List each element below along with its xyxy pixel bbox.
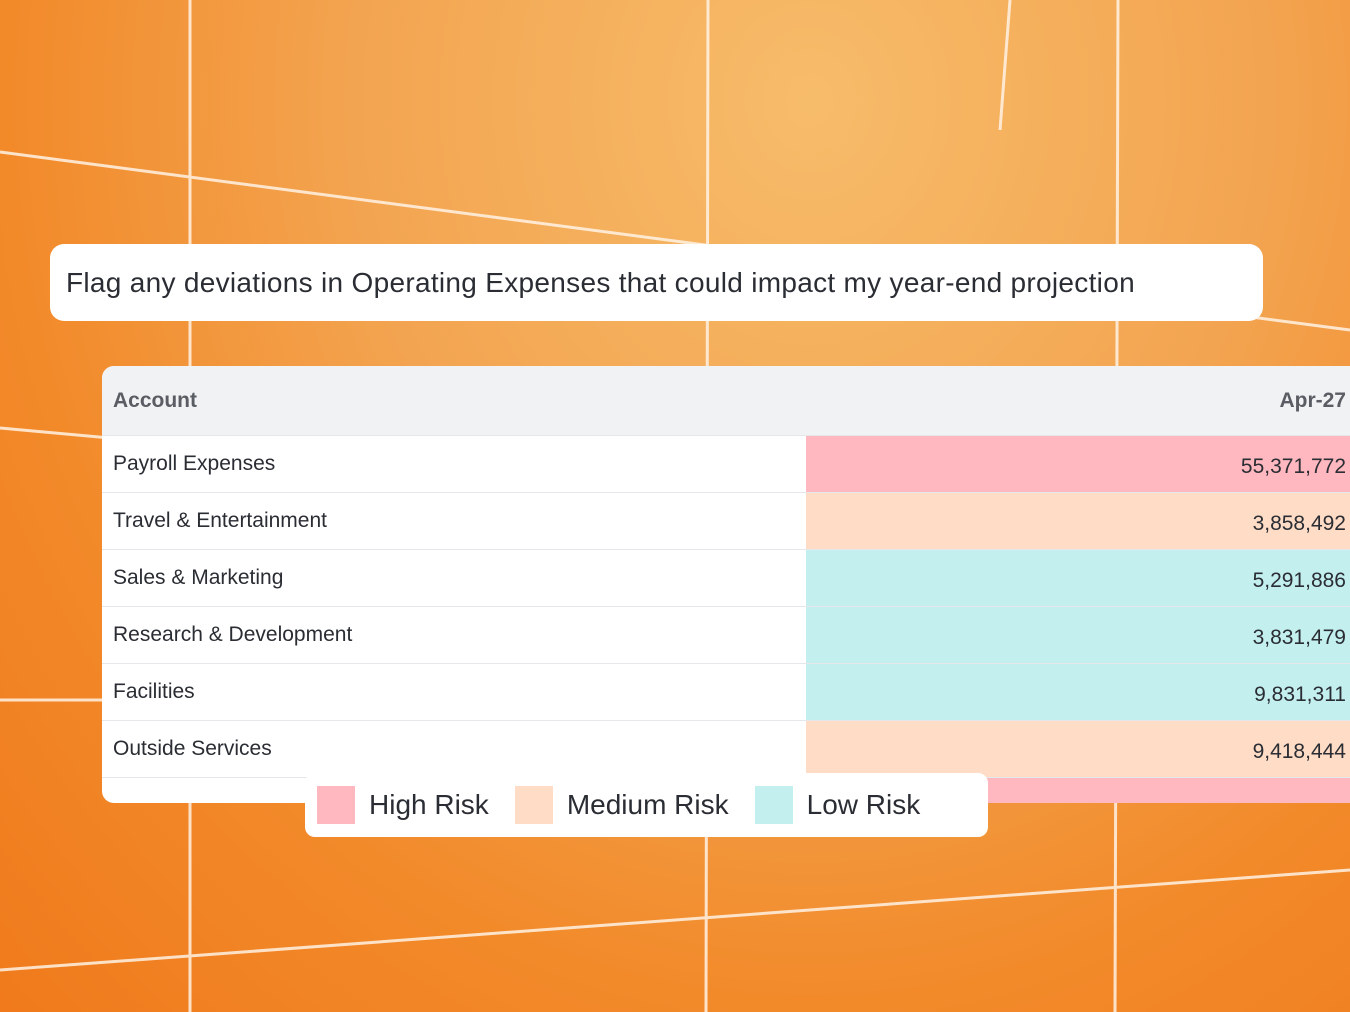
account-name: Research & Development xyxy=(113,623,353,646)
legend-swatch xyxy=(514,786,553,824)
prompt-text: Flag any deviations in Operating Expense… xyxy=(66,266,1135,298)
legend-label: High Risk xyxy=(369,789,489,820)
risk-cell: 9,418,444 xyxy=(806,721,1350,777)
legend-label: Medium Risk xyxy=(566,789,729,820)
risk-cell: 5,291,886 xyxy=(806,550,1350,606)
legend-label: Low Risk xyxy=(806,789,921,820)
legend: High Risk Medium Risk Low Risk xyxy=(305,773,988,837)
amount: 55,371,772 xyxy=(1240,455,1346,478)
amount: 9,418,444 xyxy=(1252,740,1346,763)
risk-cell: 3,858,492 xyxy=(806,493,1350,549)
account-name: Travel & Entertainment xyxy=(113,509,327,532)
legend-swatch xyxy=(317,786,355,824)
table-row: 3,831,479 Research & Development xyxy=(102,607,1350,664)
table-row: 3,858,492 Travel & Entertainment xyxy=(102,493,1350,550)
prompt-box: Flag any deviations in Operating Expense… xyxy=(50,244,1263,321)
legend-item: High Risk xyxy=(317,786,489,824)
table-header: Account Apr-27 xyxy=(102,366,1350,436)
amount: 9,831,311 xyxy=(1254,683,1346,706)
amount: 3,831,479 xyxy=(1252,626,1346,649)
column-header: Apr-27 xyxy=(1279,388,1346,412)
amount: 3,858,492 xyxy=(1252,512,1346,535)
table-row: 9,831,311 Facilities xyxy=(102,664,1350,721)
table-row: 55,371,772 Payroll Expenses xyxy=(102,436,1350,493)
account-name: Sales & Marketing xyxy=(113,566,284,589)
amount: 5,291,886 xyxy=(1252,569,1346,592)
risk-cell: 9,831,311 xyxy=(806,664,1350,720)
legend-swatch xyxy=(754,786,793,824)
table-row: 9,418,444 Outside Services xyxy=(102,721,1350,778)
account-name: Facilities xyxy=(113,680,195,703)
data-table: Account Apr-27 55,371,772 Payroll Expense… xyxy=(102,366,1350,803)
column-header: Account xyxy=(113,388,197,412)
account-name: Outside Services xyxy=(113,737,272,760)
table-row: 5,291,886 Sales & Marketing xyxy=(102,550,1350,607)
risk-cell: 55,371,772 xyxy=(806,436,1350,492)
legend-item: Low Risk xyxy=(754,786,921,824)
risk-cell: 3,831,479 xyxy=(806,607,1350,663)
account-name: Payroll Expenses xyxy=(113,452,276,475)
legend-item: Medium Risk xyxy=(514,786,729,824)
